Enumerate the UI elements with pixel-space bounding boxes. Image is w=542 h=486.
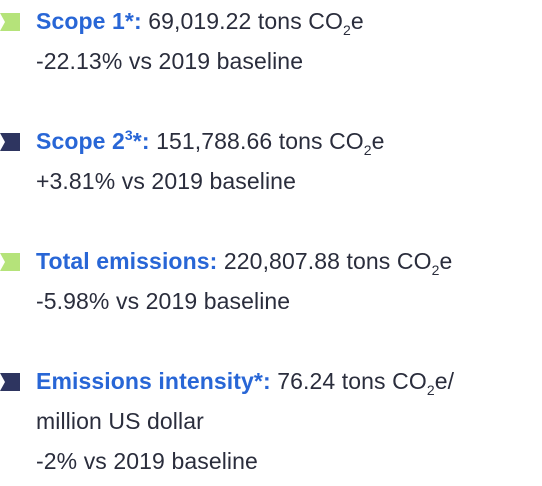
stat-label: Scope 1*: (36, 8, 142, 34)
stat-unit-tail: e (350, 8, 364, 34)
stat-change: -22.13% vs 2019 baseline (36, 48, 304, 74)
stat-value: 151,788.66 tons CO (156, 128, 364, 154)
navy-tab-marker-icon (0, 373, 20, 391)
stat-unit-tail: e (371, 128, 385, 154)
stat-change: -5.98% vs 2019 baseline (36, 288, 291, 314)
navy-tab-marker-icon (0, 133, 20, 151)
stat-unit-continuation: million US dollar (36, 408, 204, 434)
stat-subscript: 2 (431, 262, 440, 278)
stat-value: 69,019.22 tons CO (148, 8, 343, 34)
stat-label: Scope 23*: (36, 128, 150, 154)
green-tab-marker-icon (0, 253, 20, 271)
stat-label-suffix: *: (132, 128, 150, 154)
stat-change: -2% vs 2019 baseline (36, 448, 258, 474)
stat-label-text: Scope 2 (36, 128, 125, 154)
stat-label: Total emissions: (36, 248, 218, 274)
stat-change: +3.81% vs 2019 baseline (36, 168, 296, 194)
stat-unit-tail: e (439, 248, 453, 274)
stat-headline: Total emissions: 220,807.88 tons CO2e (36, 246, 453, 278)
stat-subscript: 2 (426, 382, 435, 398)
stat-subscript: 2 (363, 142, 372, 158)
stat-headline: Scope 1*: 69,019.22 tons CO2e (36, 6, 364, 38)
stat-unit-tail: e/ (434, 368, 455, 394)
green-tab-marker-icon (0, 13, 20, 31)
stat-headline: Scope 23*: 151,788.66 tons CO2e (36, 126, 385, 158)
stat-value: 76.24 tons CO (277, 368, 427, 394)
stat-headline: Emissions intensity*: 76.24 tons CO2e/ (36, 366, 455, 398)
stat-label-superscript: 3 (124, 127, 133, 143)
stat-value: 220,807.88 tons CO (223, 248, 432, 274)
stat-label: Emissions intensity*: (36, 368, 271, 394)
stat-subscript: 2 (343, 22, 351, 38)
